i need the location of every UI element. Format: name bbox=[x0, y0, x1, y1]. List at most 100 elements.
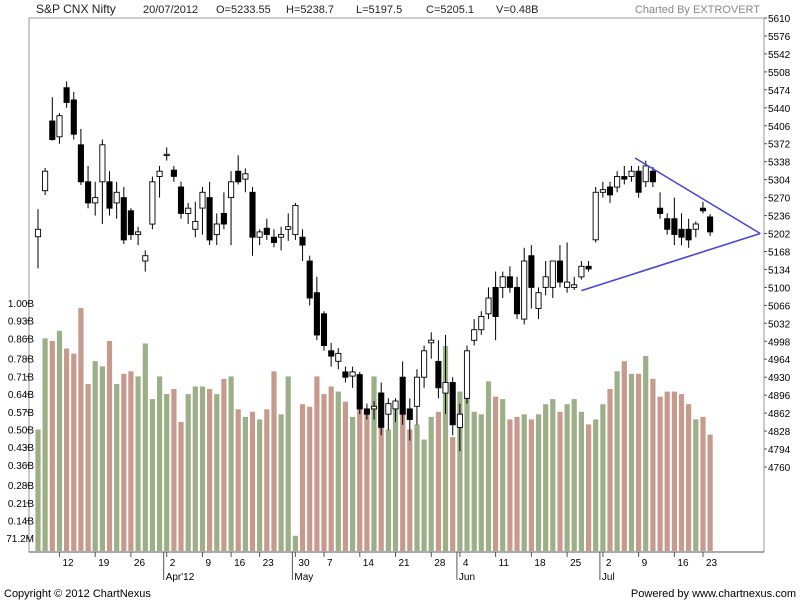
candle-body bbox=[156, 170, 163, 177]
volume-axis: 1.00B 0.93B 0.86B 0.78B 0.71B 0.64B 0.57B 0.50B… bbox=[6, 299, 34, 545]
candle-body bbox=[206, 197, 213, 241]
volume-bar bbox=[450, 437, 456, 551]
candle-body bbox=[213, 223, 220, 236]
volume-bar bbox=[364, 414, 370, 551]
volume-bar bbox=[521, 414, 527, 551]
price-tick-label: 4760 bbox=[768, 463, 791, 474]
volume-bar bbox=[400, 409, 406, 551]
volume-bar bbox=[407, 429, 413, 551]
volume-tick-label: 0.64B bbox=[8, 390, 34, 401]
candle-body bbox=[649, 170, 656, 183]
volume-bar bbox=[99, 366, 105, 551]
candle-body bbox=[142, 255, 149, 262]
candle-body bbox=[478, 316, 485, 331]
date-tick-label: 23 bbox=[263, 558, 275, 569]
volume-bar bbox=[507, 419, 513, 551]
candle-body bbox=[34, 228, 42, 238]
volume-tick-label: 0.43B bbox=[8, 443, 34, 454]
volume-bar bbox=[307, 406, 313, 551]
candle-body bbox=[664, 218, 671, 230]
candle-body bbox=[556, 260, 564, 283]
candle-body bbox=[657, 207, 664, 214]
candle-body bbox=[471, 329, 478, 341]
volume-bar bbox=[535, 414, 542, 551]
copyright-label: Copyright © 2012 ChartNexus bbox=[4, 588, 151, 600]
volume-tick-label: 1.00B bbox=[8, 299, 34, 310]
volume-bar bbox=[571, 399, 577, 551]
date-tick-label: 23 bbox=[706, 558, 718, 569]
date-tick-label: 7 bbox=[327, 558, 333, 569]
volume-bar bbox=[299, 404, 306, 551]
candle-body bbox=[528, 255, 535, 288]
candle-body bbox=[42, 170, 49, 192]
candle-body bbox=[542, 276, 549, 288]
candle-body bbox=[549, 260, 556, 288]
volume-bar bbox=[550, 399, 556, 551]
volume-bar bbox=[442, 346, 449, 551]
volume-tick-label: 0.78B bbox=[8, 355, 34, 366]
header-high: H=5238.7 bbox=[286, 4, 334, 16]
volume-tick-label: 0.86B bbox=[8, 334, 34, 345]
price-tick-label: 5440 bbox=[768, 104, 791, 115]
price-tick-label: 5508 bbox=[768, 68, 791, 79]
volume-bar bbox=[264, 409, 270, 551]
candle-body bbox=[313, 292, 320, 336]
volume-bar bbox=[693, 419, 699, 551]
volume-bar bbox=[214, 394, 220, 551]
price-tick-label: 5406 bbox=[768, 122, 791, 133]
volume-bar bbox=[528, 419, 534, 551]
volume-bar bbox=[257, 419, 263, 551]
volume-bar bbox=[564, 404, 570, 551]
candle-body bbox=[356, 374, 363, 410]
volume-bar bbox=[493, 396, 499, 551]
volume-bar bbox=[328, 386, 334, 551]
volume-bar bbox=[149, 399, 155, 551]
volume-bar bbox=[235, 409, 241, 551]
volume-bar bbox=[457, 391, 463, 551]
volume-bar bbox=[192, 386, 198, 551]
volume-bar bbox=[106, 341, 113, 551]
candle-body bbox=[49, 120, 56, 140]
candle-body bbox=[163, 153, 170, 156]
volume-bar bbox=[600, 404, 606, 551]
candle-body bbox=[421, 350, 428, 378]
candle-body bbox=[571, 284, 578, 288]
volume-bar bbox=[421, 439, 427, 551]
volume-bar bbox=[49, 341, 55, 551]
header-low: L=5197.5 bbox=[356, 4, 402, 16]
price-tick-label: 5610 bbox=[768, 14, 791, 25]
volume-bar bbox=[614, 371, 620, 551]
candle-body bbox=[85, 181, 92, 204]
volume-bar bbox=[636, 373, 642, 551]
candle-body bbox=[242, 173, 249, 180]
month-label: Jun bbox=[459, 572, 475, 583]
candle-body bbox=[177, 186, 185, 214]
volume-bar bbox=[392, 401, 399, 551]
candle-body bbox=[678, 228, 685, 238]
candle-body bbox=[513, 286, 521, 315]
header-open: O=5233.55 bbox=[216, 4, 271, 16]
date-tick-label: 2 bbox=[606, 558, 612, 569]
candle-body bbox=[435, 360, 442, 389]
volume-tick-label: 0.21B bbox=[8, 499, 34, 510]
volume-bar bbox=[686, 404, 692, 551]
volume-bar bbox=[178, 421, 184, 551]
volume-bar bbox=[114, 384, 120, 551]
candle-body bbox=[635, 170, 642, 193]
candle-body bbox=[192, 220, 199, 230]
date-axis: 12 19 26 2 9 16 23 30 7 14 21 28 4 11 18 25 2 9 16 23 Apr'12… bbox=[59, 552, 718, 583]
candle-body bbox=[263, 227, 270, 235]
candle-body bbox=[228, 181, 235, 199]
trendlines bbox=[581, 157, 761, 292]
candle-body bbox=[578, 265, 585, 278]
volume-bar bbox=[314, 376, 320, 551]
volume-bar bbox=[342, 401, 348, 551]
volume-bar bbox=[607, 389, 613, 551]
volume-bar bbox=[586, 424, 592, 551]
price-tick-label: 4964 bbox=[768, 355, 791, 366]
date-tick-label: 4 bbox=[463, 558, 469, 569]
candle-body bbox=[106, 181, 113, 209]
price-tick-label: 4828 bbox=[768, 427, 791, 438]
price-tick-label: 5100 bbox=[768, 283, 791, 294]
